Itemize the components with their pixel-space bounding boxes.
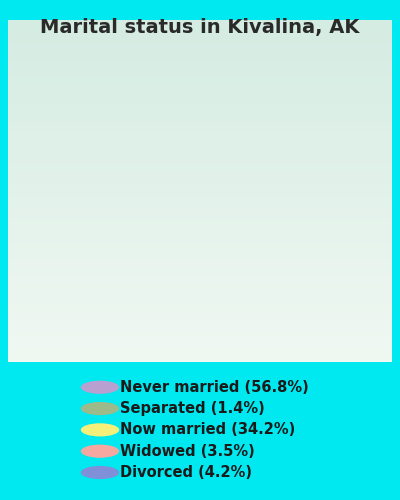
Circle shape	[81, 402, 119, 415]
Text: Never married (56.8%): Never married (56.8%)	[120, 380, 309, 395]
Circle shape	[81, 466, 119, 479]
Text: Now married (34.2%): Now married (34.2%)	[120, 422, 295, 438]
Wedge shape	[144, 54, 337, 328]
Text: Marital status in Kivalina, AK: Marital status in Kivalina, AK	[40, 18, 360, 36]
Wedge shape	[92, 244, 146, 297]
Wedge shape	[113, 257, 165, 316]
Circle shape	[81, 424, 119, 436]
Wedge shape	[188, 54, 200, 106]
Text: City-Data.com: City-Data.com	[297, 37, 361, 46]
Wedge shape	[63, 55, 192, 276]
Text: Separated (1.4%): Separated (1.4%)	[120, 401, 265, 416]
Text: Divorced (4.2%): Divorced (4.2%)	[120, 465, 252, 480]
Circle shape	[81, 444, 119, 458]
Text: Widowed (3.5%): Widowed (3.5%)	[120, 444, 255, 458]
Circle shape	[81, 380, 119, 394]
